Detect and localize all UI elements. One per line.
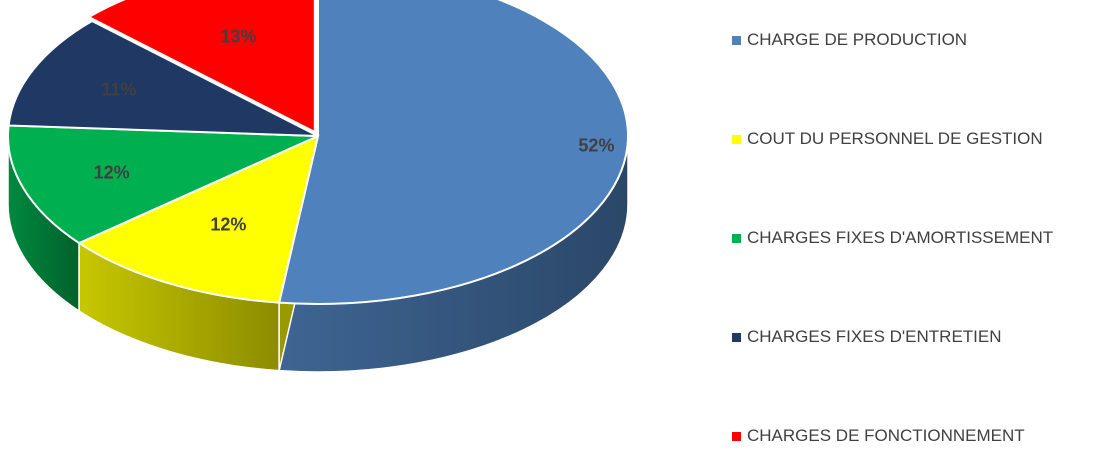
legend-swatch (732, 233, 741, 243)
legend-label: CHARGES FIXES D'ENTRETIEN (747, 327, 1002, 346)
pie-slice-4 (86, 0, 316, 134)
pie-data-label-0: 52% (578, 135, 614, 155)
legend-item-charges-de-fonctionnement: CHARGES DE FONCTIONNEMENT (732, 424, 1053, 448)
pie-data-label-2: 12% (94, 162, 130, 182)
pie-slice-1 (77, 134, 320, 304)
legend-swatch (732, 431, 741, 441)
legend-label: CHARGE DE PRODUCTION (747, 30, 968, 49)
legend-item-charges-fixes-entretien: CHARGES FIXES D'ENTRETIEN (732, 325, 1053, 349)
legend: CHARGE DE PRODUCTION COUT DU PERSONNEL D… (732, 28, 1053, 448)
pie-data-label-1: 12% (210, 214, 246, 234)
legend-item-charge-de-production: CHARGE DE PRODUCTION (732, 28, 1053, 52)
legend-item-charges-fixes-amortissement: CHARGES FIXES D'AMORTISSEMENT (732, 226, 1053, 250)
pie-slice-2 (7, 124, 319, 245)
pie-data-label-3: 11% (101, 79, 136, 99)
legend-swatch (732, 35, 741, 45)
legend-label: CHARGES DE FONCTIONNEMENT (747, 426, 1025, 445)
legend-swatch (732, 332, 741, 342)
legend-swatch (732, 134, 741, 144)
pie-data-label-4: 13% (220, 26, 256, 46)
pie-slice-3 (7, 19, 319, 137)
pie-top-layer: 52% 12% 12% 11% 13% (7, 0, 629, 305)
pie-chart: 52% 12% 12% 11% 13% (7, 0, 629, 373)
pie-slice-0 (277, 0, 629, 305)
legend-label: CHARGES FIXES D'AMORTISSEMENT (747, 228, 1054, 247)
legend-label: COUT DU PERSONNEL DE GESTION (747, 129, 1043, 148)
legend-item-cout-du-personnel-de-gestion: COUT DU PERSONNEL DE GESTION (732, 127, 1053, 151)
